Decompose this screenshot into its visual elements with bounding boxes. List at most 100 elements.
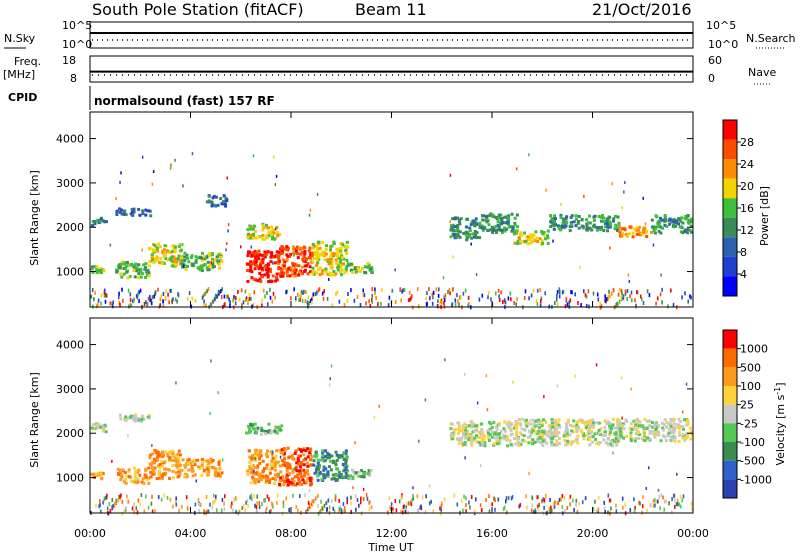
ground-scatter-cell <box>157 287 159 292</box>
nave-label: Nave <box>748 66 776 79</box>
ground-scatter-cell <box>117 498 120 503</box>
ground-scatter-cell <box>474 509 476 514</box>
colorbar-segment <box>723 159 737 179</box>
data-cell <box>280 459 284 462</box>
data-cell <box>132 466 136 470</box>
ground-scatter-cell <box>646 289 649 294</box>
ground-scatter-cell <box>488 509 491 514</box>
data-cell <box>291 483 295 487</box>
data-cell <box>99 472 103 476</box>
data-cell <box>690 220 694 224</box>
data-cell <box>248 429 251 433</box>
data-cell <box>190 465 194 469</box>
data-cell <box>323 476 327 480</box>
data-cell <box>485 215 489 219</box>
data-cell <box>120 260 124 264</box>
data-cell <box>160 459 164 463</box>
isolated-cell <box>660 273 662 277</box>
data-cell <box>343 245 347 248</box>
ground-scatter-cell <box>262 288 265 293</box>
data-cell <box>514 427 518 431</box>
data-cell <box>577 419 581 423</box>
velocity-colorbar-label: Velocity [m s-1] <box>773 382 787 465</box>
ground-scatter-cell <box>451 303 453 308</box>
data-cell <box>686 422 690 426</box>
ground-scatter-cell <box>121 287 123 292</box>
data-cell <box>615 443 619 447</box>
ground-scatter-cell <box>507 495 510 500</box>
data-cell <box>316 267 320 271</box>
data-cell <box>321 268 325 272</box>
data-cell <box>659 231 663 235</box>
data-cell <box>536 437 540 441</box>
ground-scatter-cell <box>620 288 623 293</box>
data-cell <box>308 452 311 456</box>
data-cell <box>274 478 277 482</box>
data-cell <box>654 227 658 231</box>
isolated-cell <box>512 380 514 384</box>
data-cell <box>120 212 124 216</box>
data-cell <box>491 231 495 234</box>
isolated-cell <box>609 246 611 250</box>
data-cell <box>99 270 103 274</box>
data-cell <box>510 229 514 233</box>
ground-scatter-cell <box>424 510 427 514</box>
data-cell <box>559 228 563 231</box>
ground-scatter-cell <box>127 288 130 293</box>
data-cell <box>315 470 319 474</box>
data-cell <box>334 258 338 262</box>
data-cell <box>344 269 348 273</box>
colorbar-segment <box>723 330 737 349</box>
data-cell <box>503 429 507 433</box>
isolated-cell <box>620 376 623 380</box>
isolated-cell <box>685 382 688 386</box>
data-cell <box>472 429 476 433</box>
data-cell <box>280 424 284 428</box>
data-cell <box>287 456 291 460</box>
data-cell <box>171 449 175 453</box>
data-cell <box>272 237 276 241</box>
isolated-cell <box>545 420 547 424</box>
data-cell <box>650 230 654 234</box>
ground-scatter-cell <box>646 508 648 513</box>
ground-scatter-cell <box>251 497 253 501</box>
ground-scatter-cell <box>447 290 449 294</box>
ground-scatter-cell <box>105 293 107 298</box>
ground-scatter-cell <box>160 294 162 299</box>
ground-scatter-cell <box>211 505 214 510</box>
data-cell <box>178 463 182 467</box>
data-cell <box>339 267 343 271</box>
time-axis-ticks: 00:00 04:00 08:00 12:00 16:00 20:00 00:00 <box>74 112 709 540</box>
data-cell <box>591 426 595 429</box>
velocity-colorbar-label-tail: ] <box>774 382 787 386</box>
data-cell <box>617 437 621 441</box>
data-cell <box>253 481 257 485</box>
data-cell <box>607 443 610 447</box>
data-cell <box>273 261 277 265</box>
data-cell <box>211 265 215 269</box>
ground-scatter-cell <box>274 295 276 300</box>
data-cell <box>285 268 289 272</box>
data-cell <box>542 233 546 237</box>
ground-scatter-cell <box>432 290 435 295</box>
ground-scatter-cell <box>261 303 263 308</box>
ground-scatter-cell <box>565 296 568 301</box>
ground-scatter-cell <box>194 502 197 507</box>
data-cell <box>257 257 261 261</box>
isolated-cell <box>545 188 547 192</box>
data-cell <box>344 468 348 472</box>
ground-scatter-cell <box>523 296 526 300</box>
ground-scatter-cell <box>308 506 310 511</box>
data-cell <box>176 452 180 456</box>
ytick-label: 4000 <box>56 339 84 352</box>
data-cell <box>648 424 652 428</box>
ground-scatter-cell <box>403 288 406 293</box>
data-cell <box>458 222 462 226</box>
data-cell <box>211 196 215 200</box>
isolated-cell <box>206 254 208 258</box>
data-cell <box>462 433 466 437</box>
data-cell <box>679 424 683 428</box>
data-cell <box>480 226 484 230</box>
data-cell <box>289 266 293 270</box>
data-cell <box>249 422 252 426</box>
